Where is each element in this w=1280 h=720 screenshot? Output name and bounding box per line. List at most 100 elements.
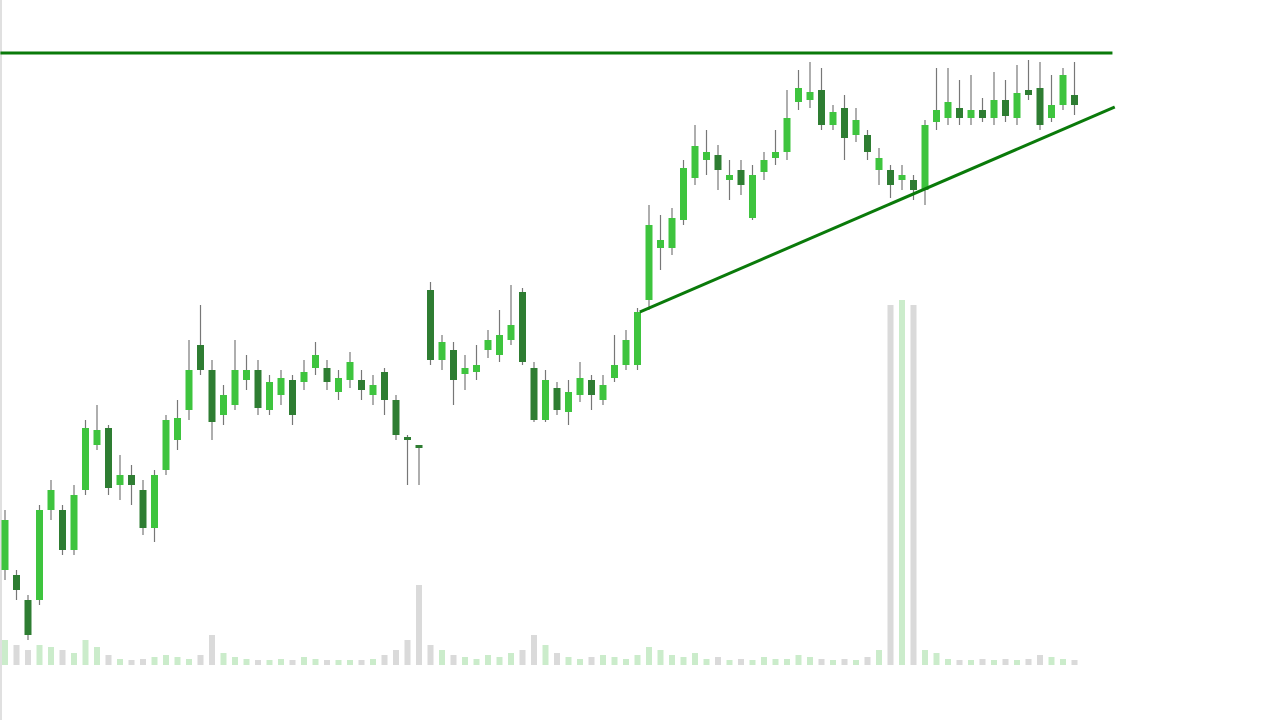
volume-bar [335, 660, 342, 665]
volume-bar [577, 659, 583, 665]
candle-body [59, 510, 66, 550]
volume-bar [278, 659, 284, 665]
candle-body [82, 428, 89, 490]
volume-bar [657, 650, 664, 665]
candle-body [162, 420, 170, 470]
volume-bar [841, 659, 848, 665]
candle-body [910, 180, 917, 190]
volume-bar [370, 659, 376, 665]
volume-bar [1037, 655, 1043, 665]
candle-body [93, 430, 101, 445]
candle-body [404, 437, 411, 440]
volume-bar [71, 653, 77, 665]
candle-body [1048, 105, 1055, 118]
volume-bar [1071, 660, 1078, 665]
volume-bar [864, 657, 871, 665]
candle-body [450, 350, 457, 380]
volume-bar [1014, 660, 1020, 665]
volume-bar [266, 660, 273, 665]
candle-body [852, 120, 860, 135]
candle-body [36, 510, 43, 600]
volume-bar [979, 659, 986, 665]
volume-bar [128, 660, 135, 665]
volume-bar [25, 650, 31, 665]
volume-bar [519, 650, 526, 665]
volume-bar [462, 657, 468, 665]
volume-bar [922, 650, 928, 665]
candle-body [622, 340, 630, 365]
candle-body [231, 370, 239, 405]
volume-bar [646, 647, 652, 665]
candle-body [323, 368, 331, 382]
volume-bar [197, 655, 204, 665]
candle-body [933, 110, 940, 122]
volume-bar [703, 659, 710, 665]
volume-bar [2, 640, 8, 665]
candle-body [979, 110, 986, 118]
volume-bar [910, 305, 917, 665]
candle-body [645, 225, 653, 300]
volume-bar [347, 660, 353, 665]
volume-bar [634, 655, 641, 665]
candle-body [496, 335, 503, 355]
volume-bar [887, 305, 894, 665]
volume-bar [48, 647, 54, 665]
volume-bar [186, 659, 192, 665]
candle-body [197, 345, 204, 370]
candle-body [438, 342, 446, 360]
volume-bar [600, 655, 606, 665]
candle-body [381, 372, 388, 400]
candle-body [289, 380, 296, 415]
candle-body [553, 388, 561, 410]
candle-body [703, 152, 710, 160]
candle-body [990, 100, 998, 118]
volume-bar [588, 657, 595, 665]
candle-body [1013, 93, 1021, 118]
candle-body [128, 475, 135, 485]
volume-bar [324, 660, 330, 665]
volume-bar [117, 659, 123, 665]
candle-body [806, 92, 814, 100]
volume-bar [381, 655, 388, 665]
volume-bar [830, 660, 836, 665]
candle-body [1036, 88, 1044, 125]
candle-body [369, 385, 377, 395]
candle-body [13, 575, 20, 590]
volume-bar [853, 660, 859, 665]
volume-bar [956, 660, 963, 665]
candle-body [1025, 90, 1032, 95]
volume-bar [945, 659, 951, 665]
volume-bar [531, 635, 537, 665]
candle-body [519, 292, 526, 362]
volume-bar [715, 657, 721, 665]
volume-bar [94, 647, 100, 665]
candle-body [691, 146, 699, 178]
volume-bar [784, 659, 790, 665]
volume-bar [174, 657, 181, 665]
candle-body [116, 475, 124, 485]
volume-bar [818, 659, 825, 665]
candle-body [726, 175, 733, 180]
volume-bar [542, 645, 549, 665]
candle-body [312, 355, 319, 368]
candle-body [634, 312, 641, 365]
volume-bar [439, 650, 445, 665]
candle-body [47, 490, 55, 510]
candle-body [565, 392, 572, 412]
volume-bar [1060, 659, 1066, 665]
volume-bar [795, 655, 802, 665]
volume-bar [508, 653, 514, 665]
candle-body [657, 240, 664, 248]
volume-bar [450, 655, 457, 665]
volume-bar [416, 585, 422, 665]
candle-body [208, 370, 216, 422]
candle-body [944, 102, 952, 118]
volume-bar [749, 660, 756, 665]
volume-bar [1002, 659, 1009, 665]
candle-body [668, 218, 676, 248]
candle-body [335, 378, 342, 392]
volume-bar [807, 657, 813, 665]
candle-body [588, 380, 595, 395]
volume-bar [105, 655, 112, 665]
candle-body [749, 175, 756, 218]
